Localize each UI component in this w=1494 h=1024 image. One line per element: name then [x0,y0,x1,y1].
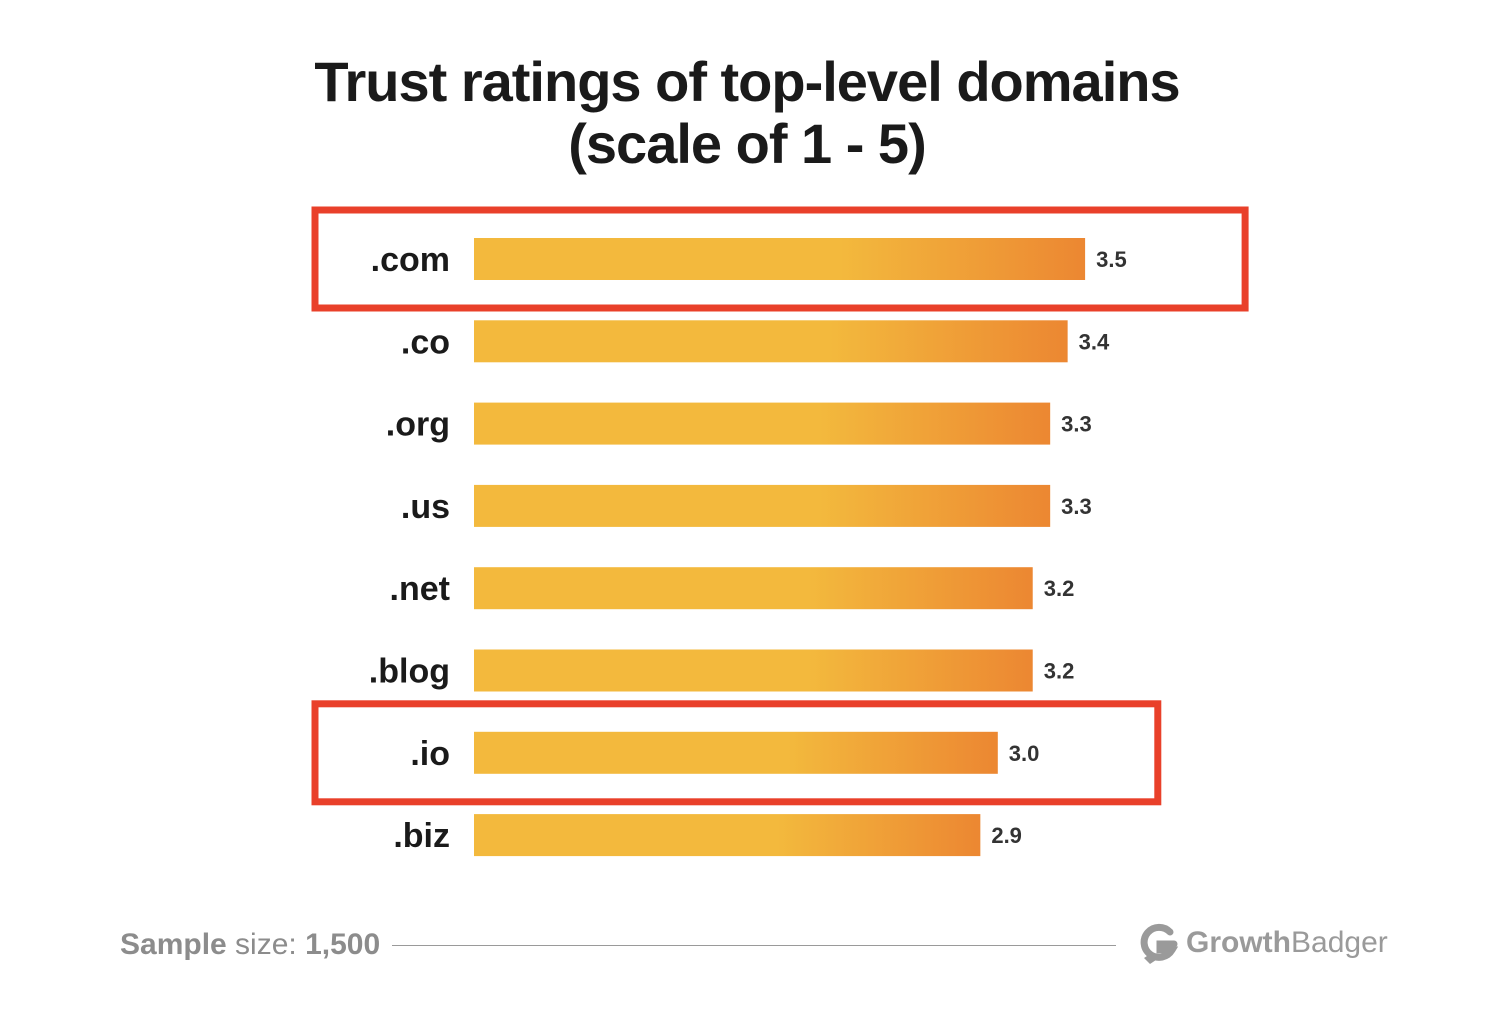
highlight-box [311,700,1162,806]
category-label: .co [401,323,450,361]
data-label: 2.9 [991,823,1022,848]
data-label: 3.5 [1096,247,1127,272]
bar [474,567,1033,610]
data-label: 3.4 [1079,329,1110,354]
bar [474,484,1051,527]
chart-title-line2: (scale of 1 - 5) [568,112,926,175]
bar [474,814,981,857]
highlight-box [311,206,1249,312]
brand-name-part2: Badger [1291,926,1388,959]
data-label: 3.0 [1009,741,1040,766]
category-label: .org [386,406,450,444]
sample-size-value: 1,500 [305,928,381,961]
sample-size-label-rest: size: [226,928,306,961]
data-label: 3.2 [1044,659,1075,684]
footer-divider [392,945,1116,946]
brand-name-part1: Growth [1186,926,1291,959]
category-label: .biz [393,817,450,855]
growthbadger-g-icon [1140,923,1179,964]
category-label: .blog [369,653,450,691]
category-label: .com [371,241,450,279]
data-label: 3.3 [1061,412,1092,437]
category-label: .io [410,735,450,773]
bar [474,402,1051,445]
bar [474,731,998,774]
chart-title-line1: Trust ratings of top-level domains [314,50,1180,113]
bar [474,649,1033,692]
category-label: .us [401,488,450,526]
sample-size-label: Sample [120,928,227,961]
data-label: 3.2 [1044,576,1075,601]
bar-chart: .com 3.5 .co 3.4 .org 3.3 .us 3.3 .net 3.2 .blog 3.… [311,206,1249,857]
bar [474,320,1068,363]
category-label: .net [390,570,450,608]
bar [474,238,1086,280]
growthbadger-logo: Growth Badger [1136,918,1388,968]
sample-size-note: Sample size: 1,500 [120,928,380,962]
data-label: 3.3 [1061,494,1092,519]
